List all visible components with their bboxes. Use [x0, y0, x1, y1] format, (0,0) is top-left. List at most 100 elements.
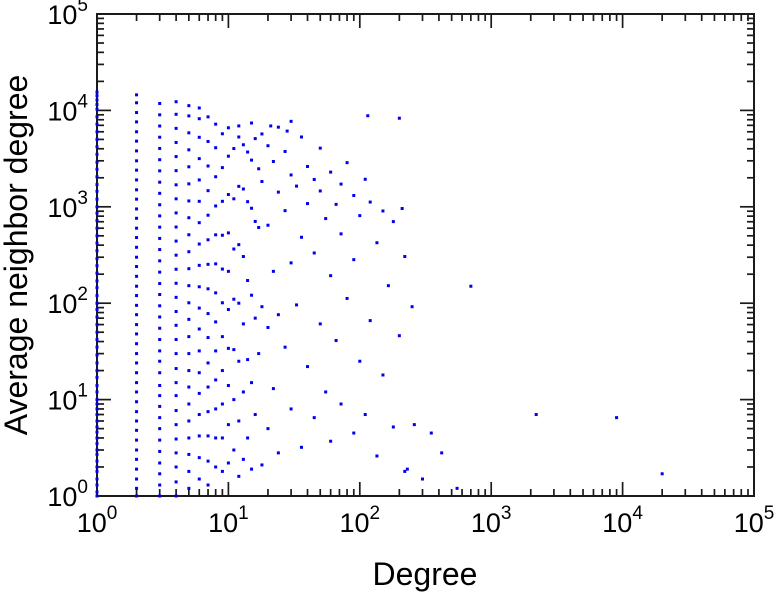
data-point: [232, 147, 236, 151]
data-point: [135, 342, 139, 346]
data-point: [135, 130, 139, 134]
data-point: [158, 384, 162, 388]
data-point: [197, 263, 201, 267]
data-point: [135, 101, 139, 105]
data-point: [324, 217, 328, 221]
data-point: [95, 390, 99, 394]
data-point: [197, 349, 201, 353]
data-point: [95, 402, 99, 406]
data-point: [95, 137, 99, 141]
data-point: [95, 219, 99, 223]
data-point: [158, 101, 162, 105]
data-point: [260, 132, 264, 136]
data-point: [375, 454, 379, 458]
data-point: [95, 122, 99, 126]
data-point: [253, 137, 257, 141]
data-point: [214, 378, 218, 382]
data-point: [241, 457, 245, 461]
data-point: [246, 278, 250, 282]
data-point: [135, 477, 139, 481]
data-point: [246, 200, 250, 204]
data-point: [187, 199, 191, 203]
data-point: [220, 233, 224, 237]
data-point: [187, 469, 191, 473]
data-point: [266, 427, 270, 431]
data-point: [197, 327, 201, 331]
data-point: [206, 459, 210, 463]
data-point: [312, 251, 316, 255]
data-point: [95, 477, 99, 481]
data-point: [237, 243, 241, 247]
data-point: [158, 225, 162, 229]
data-point: [246, 150, 250, 154]
data-point: [226, 308, 230, 312]
data-point: [660, 472, 664, 476]
y-tick-label: 104: [47, 91, 88, 126]
data-point: [220, 166, 224, 170]
data-point: [250, 158, 254, 162]
data-point: [187, 369, 191, 373]
data-point: [187, 148, 191, 152]
y-tick-label: 100: [47, 477, 88, 512]
data-point: [276, 190, 280, 194]
data-point: [174, 267, 178, 271]
data-point: [352, 193, 356, 197]
data-point: [266, 223, 270, 227]
data-point: [375, 241, 379, 245]
data-point: [158, 293, 162, 297]
data-point: [197, 135, 201, 139]
data-point: [266, 325, 270, 329]
data-point: [339, 182, 343, 186]
data-point: [271, 160, 275, 164]
data-point: [534, 413, 538, 417]
data-point: [135, 313, 139, 317]
data-point: [158, 416, 162, 420]
data-point: [220, 267, 224, 271]
data-point: [174, 494, 178, 498]
data-point: [197, 117, 201, 121]
data-point: [237, 124, 241, 128]
data-point: [95, 286, 99, 290]
data-point: [187, 182, 191, 186]
data-point: [158, 135, 162, 139]
data-point: [206, 213, 210, 217]
data-point: [206, 139, 210, 143]
data-point: [318, 146, 322, 150]
data-point: [174, 112, 178, 116]
data-point: [276, 313, 280, 317]
data-point: [95, 301, 99, 305]
data-point: [187, 250, 191, 254]
data-point: [158, 449, 162, 453]
data-point: [135, 410, 139, 414]
data-point: [214, 146, 218, 150]
data-point: [135, 467, 139, 471]
data-point: [174, 465, 178, 469]
data-point: [95, 167, 99, 171]
data-point: [95, 490, 99, 494]
data-point: [187, 216, 191, 220]
data-point: [241, 322, 245, 326]
data-point: [187, 165, 191, 169]
data-point: [214, 204, 218, 208]
data-point: [403, 255, 407, 259]
data-point: [174, 100, 178, 104]
data-point: [187, 335, 191, 339]
data-point: [197, 242, 201, 246]
data-point: [226, 154, 230, 158]
data-point: [289, 119, 293, 123]
data-point: [237, 301, 241, 305]
x-tick-label: 100: [77, 503, 118, 538]
data-point: [283, 149, 287, 153]
data-point: [214, 291, 218, 295]
data-point: [197, 306, 201, 310]
data-point: [95, 338, 99, 342]
data-point: [95, 413, 99, 417]
x-tick-label: 103: [471, 503, 512, 538]
data-point: [158, 169, 162, 173]
data-point: [250, 381, 254, 385]
data-points-group: [95, 90, 664, 498]
data-point: [174, 183, 178, 187]
data-point: [174, 381, 178, 385]
data-point: [158, 472, 162, 476]
